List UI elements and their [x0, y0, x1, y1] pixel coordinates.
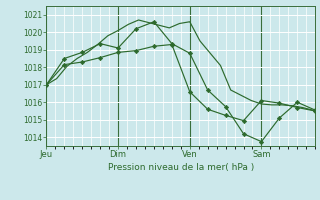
X-axis label: Pression niveau de la mer( hPa ): Pression niveau de la mer( hPa ) [108, 163, 254, 172]
